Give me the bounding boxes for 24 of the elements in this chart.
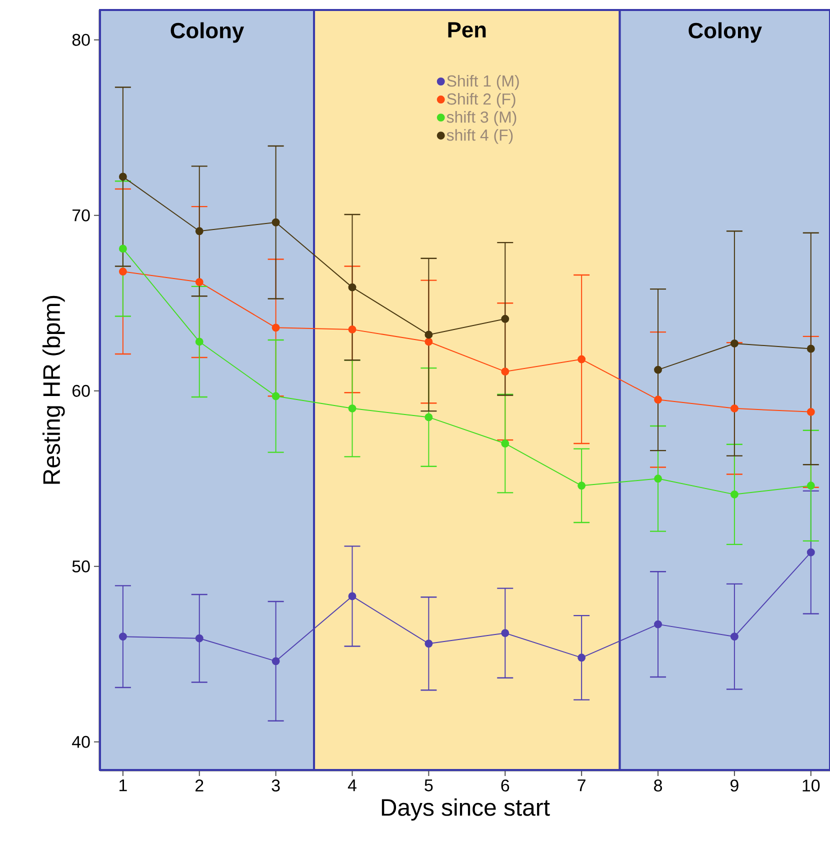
y-tick-label: 80 bbox=[72, 34, 90, 46]
legend-label: shift 4 (F) bbox=[446, 129, 513, 144]
x-tick-label: 10 bbox=[802, 780, 820, 792]
band-label: Colony bbox=[688, 22, 762, 43]
y-tick-label: 70 bbox=[72, 209, 90, 222]
y-tick-label: 50 bbox=[72, 560, 90, 572]
legend-label: Shift 1 (M) bbox=[447, 74, 519, 90]
band-label: Colony bbox=[170, 22, 244, 43]
y-axis-title: Resting HR (bpm) bbox=[42, 296, 65, 484]
x-tick-label: 7 bbox=[578, 780, 586, 792]
y-tick-label: 40 bbox=[72, 736, 90, 748]
x-tick-label: 1 bbox=[120, 780, 127, 792]
x-tick-label: 4 bbox=[348, 780, 356, 792]
x-tick-label: 6 bbox=[501, 780, 510, 792]
x-axis-title: Days since start bbox=[382, 798, 550, 821]
y-tick-label: 60 bbox=[72, 384, 90, 397]
x-tick-label: 3 bbox=[272, 780, 280, 792]
legend-label: Shift 2 (F) bbox=[447, 93, 516, 108]
x-tick-label: 2 bbox=[196, 780, 204, 792]
x-tick-label: 8 bbox=[654, 780, 662, 792]
x-tick-label: 5 bbox=[424, 780, 433, 792]
x-tick-label: 9 bbox=[730, 780, 738, 792]
band-label: Pen bbox=[448, 22, 486, 38]
legend-label: shift 3 (M) bbox=[446, 111, 516, 126]
